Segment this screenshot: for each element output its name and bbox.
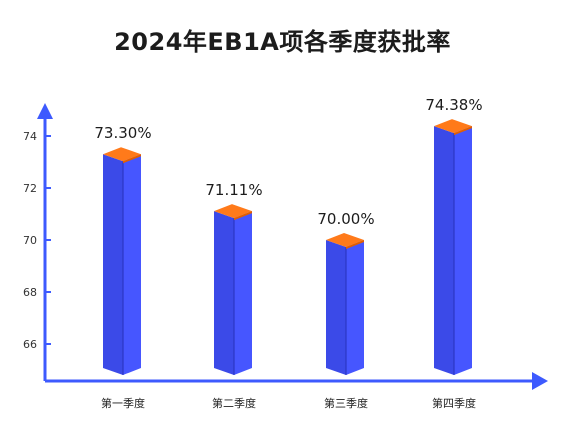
bar-top-edge — [234, 211, 252, 221]
bar-side-face — [234, 211, 252, 375]
bar-top-face — [326, 233, 364, 247]
bar-front-face — [214, 211, 234, 375]
bar-top-face — [214, 204, 252, 219]
x-tick-label: 第一季度 — [101, 396, 145, 410]
bar-front-face — [326, 240, 346, 375]
bar-top-edge — [454, 126, 472, 136]
y-tick-label: 66 — [23, 338, 37, 351]
data-label: 71.11% — [205, 181, 262, 199]
y-tick-label: 68 — [23, 286, 37, 299]
bar-side-face — [346, 240, 364, 375]
chart-title: 2024年EB1A项各季度获批率 — [114, 28, 451, 56]
bar-4 — [434, 119, 472, 376]
bar-front-face — [103, 154, 123, 375]
bar-2 — [214, 204, 252, 375]
bar-3 — [326, 233, 364, 375]
y-tick-label: 72 — [23, 182, 37, 195]
bar-1 — [103, 147, 141, 375]
y-tick-label: 70 — [23, 234, 37, 247]
bar-top-edge — [346, 240, 364, 249]
bar-front-face — [434, 126, 454, 376]
x-tick-label: 第四季度 — [432, 396, 476, 410]
x-tick-label: 第三季度 — [324, 396, 368, 410]
bar-top-face — [434, 119, 472, 134]
bar-top-edge — [123, 154, 141, 164]
data-label: 70.00% — [317, 210, 374, 228]
y-tick-label: 74 — [23, 130, 37, 143]
bar-side-face — [123, 154, 141, 375]
x-axis-arrow-icon — [532, 372, 548, 390]
data-label: 73.30% — [94, 124, 151, 142]
bar-top-face — [103, 147, 141, 162]
y-axis-arrow-icon — [37, 103, 53, 119]
x-tick-label: 第二季度 — [212, 396, 256, 410]
bar-side-face — [454, 126, 472, 376]
data-label: 74.38% — [425, 96, 482, 114]
